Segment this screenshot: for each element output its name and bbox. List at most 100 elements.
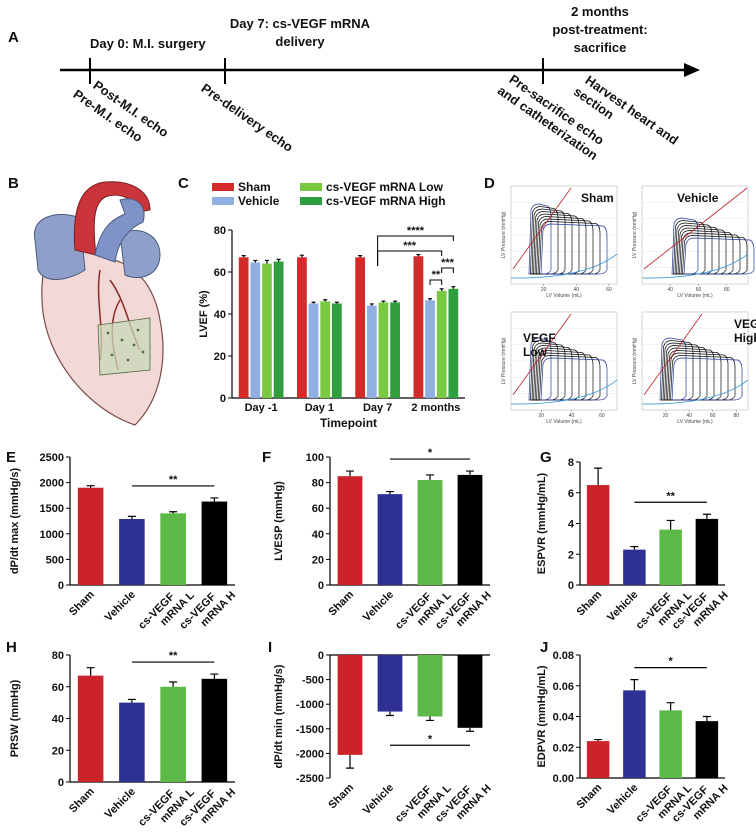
- timeline-event: Day 0: M.I. surgery: [90, 36, 206, 51]
- pv-x-label: LV Volume (mL): [546, 293, 582, 299]
- pv-x-tick-label: 40: [667, 287, 673, 293]
- pv-loop: [668, 352, 729, 401]
- bar: [417, 480, 443, 585]
- error-bar: [127, 698, 136, 703]
- y-tick-label: 80: [214, 225, 226, 237]
- significance-label: *: [428, 447, 433, 459]
- error-bar: [630, 545, 639, 550]
- pv-loop: [659, 337, 687, 401]
- significance-label: **: [432, 269, 441, 281]
- significance-bracket: [429, 279, 443, 285]
- pv-loop: [537, 352, 594, 401]
- y-axis-label: LVEF (%): [198, 290, 210, 338]
- bar: [262, 263, 272, 398]
- y-tick-label: 8: [568, 457, 574, 469]
- bar: [337, 476, 363, 585]
- y-tick-label: 40: [214, 309, 226, 321]
- pv-loop: [677, 227, 727, 275]
- y-tick-label: 0: [318, 650, 324, 662]
- pv-plot-label: VEGF: [734, 317, 756, 331]
- bar: [297, 257, 307, 398]
- error-bar: [299, 254, 304, 258]
- pv-x-tick-label: 20: [539, 413, 545, 419]
- bar: [355, 257, 366, 398]
- pv-x-tick-label: 20: [663, 413, 669, 419]
- significance-label: **: [666, 490, 675, 502]
- panel-label: J: [540, 639, 548, 656]
- pv-plot-label: Low: [523, 345, 548, 359]
- error-bar: [86, 667, 95, 676]
- pv-x-tick-label: 40: [686, 413, 692, 419]
- error-bar: [127, 515, 136, 519]
- error-bar: [210, 673, 219, 679]
- y-tick-label: 20: [214, 351, 226, 363]
- y-tick-label: -2500: [296, 773, 324, 785]
- error-bar: [276, 258, 281, 262]
- bar: [201, 678, 228, 782]
- y-tick-label: 0: [318, 580, 324, 592]
- pv-edpvr: [510, 379, 618, 405]
- significance-label: ***: [441, 257, 455, 269]
- bar: [308, 303, 319, 398]
- panel-label: I: [268, 639, 272, 656]
- bar: [448, 288, 459, 398]
- error-bar: [426, 716, 434, 722]
- pv-loop: [683, 237, 755, 275]
- y-tick-label: -2000: [296, 748, 324, 760]
- pv-x-label: LV Volume (mL): [546, 419, 582, 425]
- error-bar: [381, 300, 386, 303]
- bar: [377, 655, 403, 712]
- y-tick-label: 6: [568, 488, 574, 500]
- pv-loop: [674, 222, 713, 275]
- y-tick-label: 40: [312, 529, 324, 541]
- legend-label: Sham: [238, 180, 271, 194]
- pv-loop: [531, 208, 566, 275]
- pv-plot-label: High: [734, 331, 756, 345]
- error-bar: [386, 490, 394, 495]
- pv-loop: [540, 357, 608, 401]
- legend-label: cs-VEGF mRNA High: [326, 194, 446, 208]
- bar: [160, 513, 186, 585]
- pv-x-tick-label: 80: [733, 413, 739, 419]
- significance-label: **: [169, 650, 178, 662]
- pv-loop: [665, 347, 715, 401]
- y-tick-label: 2: [568, 549, 574, 561]
- error-bar: [630, 679, 639, 691]
- y-axis-label: PRSW (mmHg): [9, 679, 21, 757]
- y-tick-label: 2000: [40, 478, 64, 490]
- pv-x-tick-label: 40: [573, 287, 579, 293]
- pv-loop: [530, 340, 559, 401]
- pv-x-tick-label: 60: [696, 287, 702, 293]
- pv-plot-label: VEGF: [523, 331, 556, 345]
- error-bar: [334, 301, 339, 304]
- pv-x-tick-label: 60: [606, 287, 612, 293]
- y-tick-label: 20: [312, 554, 324, 566]
- pv-x-tick-label: 60: [710, 413, 716, 419]
- legend-swatch: [212, 183, 234, 191]
- y-axis-label: LVESP (mmHg): [273, 481, 285, 561]
- timeline-event: 2 months: [571, 4, 629, 19]
- y-tick-label: 4: [568, 519, 575, 531]
- pv-edpvr: [641, 253, 749, 279]
- error-bar: [264, 259, 269, 264]
- significance-label: ****: [407, 225, 425, 237]
- bar: [623, 690, 646, 778]
- x-tick-label: Day 7: [363, 402, 392, 414]
- bar: [119, 702, 145, 782]
- error-bar: [210, 497, 219, 502]
- pv-loop: [661, 340, 694, 401]
- pv-x-tick-label: 60: [599, 413, 605, 419]
- pv-loop: [539, 355, 601, 401]
- bar: [623, 549, 646, 585]
- y-tick-label: 2500: [40, 452, 64, 464]
- pv-edpvr: [641, 379, 749, 405]
- bar: [77, 487, 104, 585]
- y-tick-label: 100: [306, 452, 324, 464]
- error-bar: [369, 303, 374, 306]
- pv-loop: [662, 342, 701, 401]
- y-axis-label: ESPVR (mmHg/mL): [536, 472, 548, 574]
- error-bar: [666, 519, 675, 530]
- legend-swatch: [300, 183, 322, 191]
